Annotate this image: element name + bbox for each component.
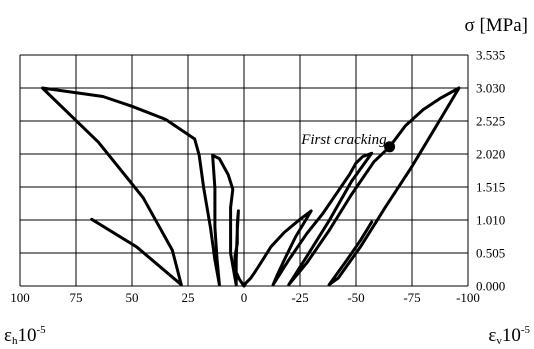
x-label-left-base: 10 [17, 325, 36, 346]
x-tick-label: -25 [291, 290, 308, 305]
series-line [242, 86, 461, 288]
y-tick-label: 2.020 [476, 147, 505, 162]
x-label-left-symbol: ε [4, 325, 12, 346]
y-tick-label: 0.000 [476, 279, 505, 294]
y-tick-label: 0.505 [476, 246, 505, 261]
grid [19, 54, 469, 287]
x-tick-label: 25 [182, 290, 195, 305]
y-tick-label: 2.525 [476, 114, 505, 129]
x-tick-label: 75 [70, 290, 83, 305]
x-label-left-sub: h [12, 335, 18, 347]
y-tick-label: 1.515 [476, 180, 505, 195]
series-layer [40, 86, 461, 288]
x-tick-label: 50 [126, 290, 139, 305]
x-label-right-sub: v [496, 335, 502, 347]
first-cracking-label: First cracking [300, 132, 387, 148]
y-tick-label: 3.535 [476, 48, 505, 63]
y-tick-label: 1.010 [476, 213, 505, 228]
x-label-left-exp: -5 [36, 324, 46, 336]
x-tick-label: -75 [403, 290, 420, 305]
x-label-right-base: 10 [502, 325, 521, 346]
x-tick-label: 0 [241, 290, 248, 305]
x-label-right-exp: -5 [521, 324, 531, 336]
first-cracking-marker [384, 141, 396, 153]
annotation-layer: First cracking [300, 132, 396, 153]
x-tick-label: 100 [10, 290, 30, 305]
x-axis-label-left: εh10-5 [4, 324, 46, 347]
y-axis-label: σ [MPa] [464, 15, 528, 36]
x-tick-label: -50 [347, 290, 364, 305]
y-tick-label: 3.030 [476, 81, 505, 96]
series-line [40, 86, 246, 288]
x-tick-label: -100 [456, 290, 480, 305]
x-label-right-symbol: ε [488, 325, 496, 346]
x-axis-label-right: εv10-5 [488, 324, 530, 347]
